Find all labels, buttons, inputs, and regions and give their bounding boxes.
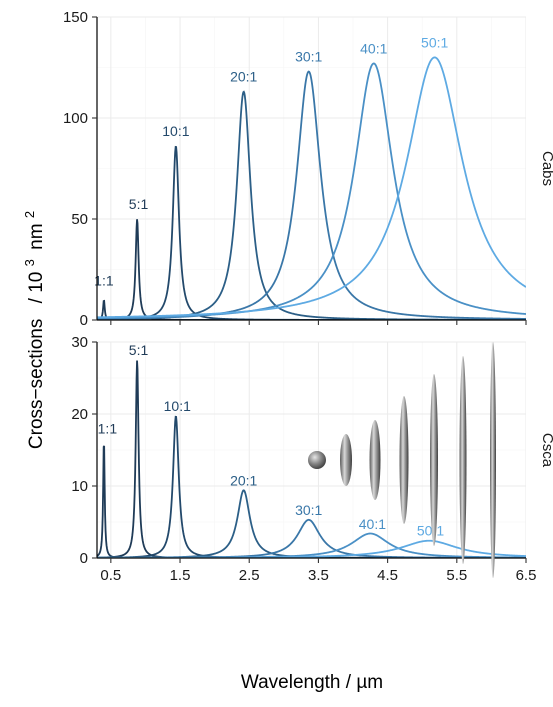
peak-label-40-1: 40:1 [359, 516, 386, 532]
x-axis-title: Wavelength / µm [241, 672, 383, 693]
peak-label-5-1: 5:1 [129, 342, 149, 358]
peak-label-1-1: 1:1 [94, 273, 114, 289]
y-tick-label: 50 [71, 211, 88, 228]
peak-label-10-1: 10:1 [162, 123, 189, 139]
x-tick-label: 2.5 [239, 567, 260, 584]
series-line-50-1 [97, 56, 526, 319]
facet-strip-label: Cabs [539, 151, 553, 186]
y-tick-label: 30 [71, 334, 88, 351]
y-axis-unit-slash: / [26, 297, 47, 303]
y-axis-unit-exponent: 3 [22, 259, 37, 266]
svg-text:Cross−sections /: Cross−sections / 10 3 nm 2 [18, 211, 47, 449]
x-tick-label: 4.5 [377, 567, 398, 584]
y-axis-unit-base: nm [26, 223, 47, 249]
spheroid-shape-20-1 [399, 396, 409, 524]
spheroid-shape-30-1 [430, 374, 438, 546]
x-tick-label: 6.5 [516, 567, 537, 584]
panel-cabs: 1:1 5:1 10:1 20:1 30:1 40:1 50:1 0 50 100 150 Cabs [63, 9, 553, 329]
y-axis-unit-prefix: 10 [26, 272, 47, 293]
peak-label-20-1: 20:1 [230, 69, 257, 85]
facet-strip-csca: Csca [526, 342, 553, 558]
peak-label-50-1: 50:1 [417, 523, 444, 539]
y-tick-label: 150 [63, 9, 88, 26]
series-line-40-1 [97, 62, 526, 320]
spheroid-shape-5-1 [340, 434, 352, 486]
panel-csca: 1:1 5:1 10:1 20:1 30:1 40:1 50:1 0 10 20 30 0.5 1.5 2… [71, 334, 553, 584]
y-tick-label: 20 [71, 406, 88, 423]
x-axis-unit-slash: / [346, 672, 352, 693]
peak-label-5-1: 5:1 [129, 196, 149, 212]
y-tick-label: 100 [63, 110, 88, 127]
peak-label-40-1: 40:1 [360, 40, 387, 56]
y-tick-label: 10 [71, 478, 88, 495]
peak-label-30-1: 30:1 [295, 502, 322, 518]
peak-label-50-1: 50:1 [421, 34, 448, 50]
facet-strip-label: Csca [539, 433, 553, 468]
y-tick-label: 0 [80, 550, 88, 567]
spheroid-shape-40-1 [459, 356, 467, 564]
facet-strip-cabs: Cabs [526, 17, 553, 320]
x-tick-label: 0.5 [100, 567, 121, 584]
spheroid-shape-50-1 [490, 342, 496, 578]
x-axis-label: Wavelength [241, 672, 341, 693]
y-tick-label: 0 [80, 312, 88, 329]
y-axis-unit-base-exponent: 2 [22, 211, 37, 218]
y-axis-title: Cross−sections / 10 3 nm 2 [18, 211, 47, 449]
x-tick-label: 1.5 [170, 567, 191, 584]
x-axis-unit: µm [356, 672, 383, 693]
peak-label-20-1: 20:1 [230, 472, 257, 488]
particle-shapes-illustration [308, 342, 496, 578]
svg-text:Wavelength / µ: Wavelength / µm [241, 672, 383, 693]
peak-label-30-1: 30:1 [295, 48, 322, 64]
y-axis-label: Cross−sections [26, 319, 47, 449]
spheroid-shape-10-1 [369, 420, 381, 500]
peak-label-1-1: 1:1 [98, 420, 118, 436]
x-tick-label: 5.5 [446, 567, 467, 584]
peak-label-10-1: 10:1 [164, 398, 191, 414]
x-tick-label: 3.5 [308, 567, 329, 584]
sphere-shape [308, 451, 326, 469]
